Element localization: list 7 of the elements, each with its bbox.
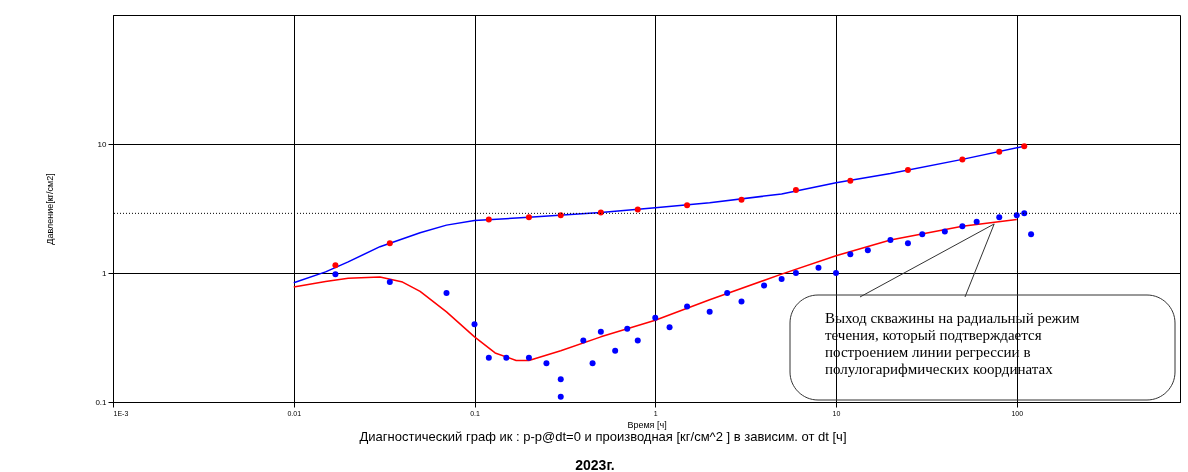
x-axis-title: Время [ч] xyxy=(627,419,667,430)
y-tick-label: 10 xyxy=(97,139,108,149)
y-tick-label: 0.1 xyxy=(95,397,108,407)
y-tick-label: 1 xyxy=(102,268,108,278)
text: 2023г. xyxy=(575,457,615,472)
text: Диагностический граф ик : p-p@dt=0 и производная [кг/см^2 ] в зависим. от dt [ч] xyxy=(359,429,847,444)
y-axis-title: Давление[кг/см2] xyxy=(45,173,56,245)
